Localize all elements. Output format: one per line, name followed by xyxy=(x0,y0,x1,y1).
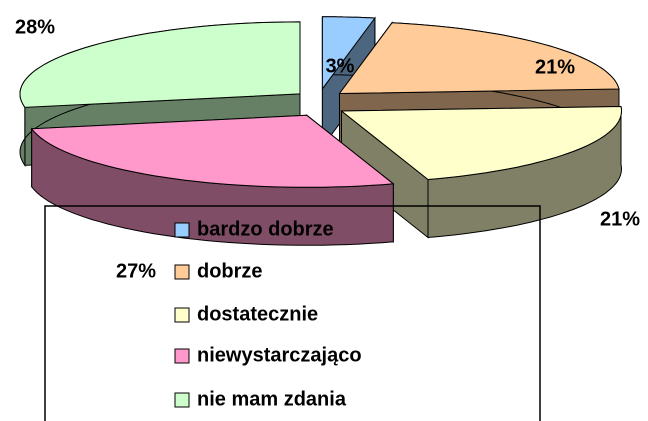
legend-swatch xyxy=(174,348,190,364)
legend-label: nie mam zdania xyxy=(197,388,347,410)
slice xyxy=(321,16,376,91)
legend-swatch xyxy=(174,222,190,238)
slice xyxy=(30,114,395,246)
legend-label: dostatecznie xyxy=(197,303,318,325)
legend-swatch xyxy=(174,392,190,408)
legend-swatch xyxy=(174,307,190,323)
legend-swatch xyxy=(174,264,190,280)
data-label: 21% xyxy=(535,56,575,78)
slice xyxy=(338,22,620,95)
slice xyxy=(340,105,623,239)
slice xyxy=(19,21,301,108)
legend-label: dobrze xyxy=(197,260,263,282)
legend-label: niewystarczająco xyxy=(197,344,362,366)
data-label: 21% xyxy=(600,208,640,230)
data-label: 3% xyxy=(326,55,355,77)
data-labels: 3% 21% 21% 27% 28% xyxy=(15,16,640,282)
slice xyxy=(30,114,395,188)
legend-label: bardzo dobrze xyxy=(197,218,334,240)
legend: bardzo dobrze dobrze dostatecznie niewystar… xyxy=(174,218,362,410)
data-label: 28% xyxy=(15,16,55,38)
legend-box xyxy=(44,205,541,421)
pie xyxy=(19,16,623,246)
data-label: 27% xyxy=(116,260,156,282)
slice xyxy=(340,105,623,181)
